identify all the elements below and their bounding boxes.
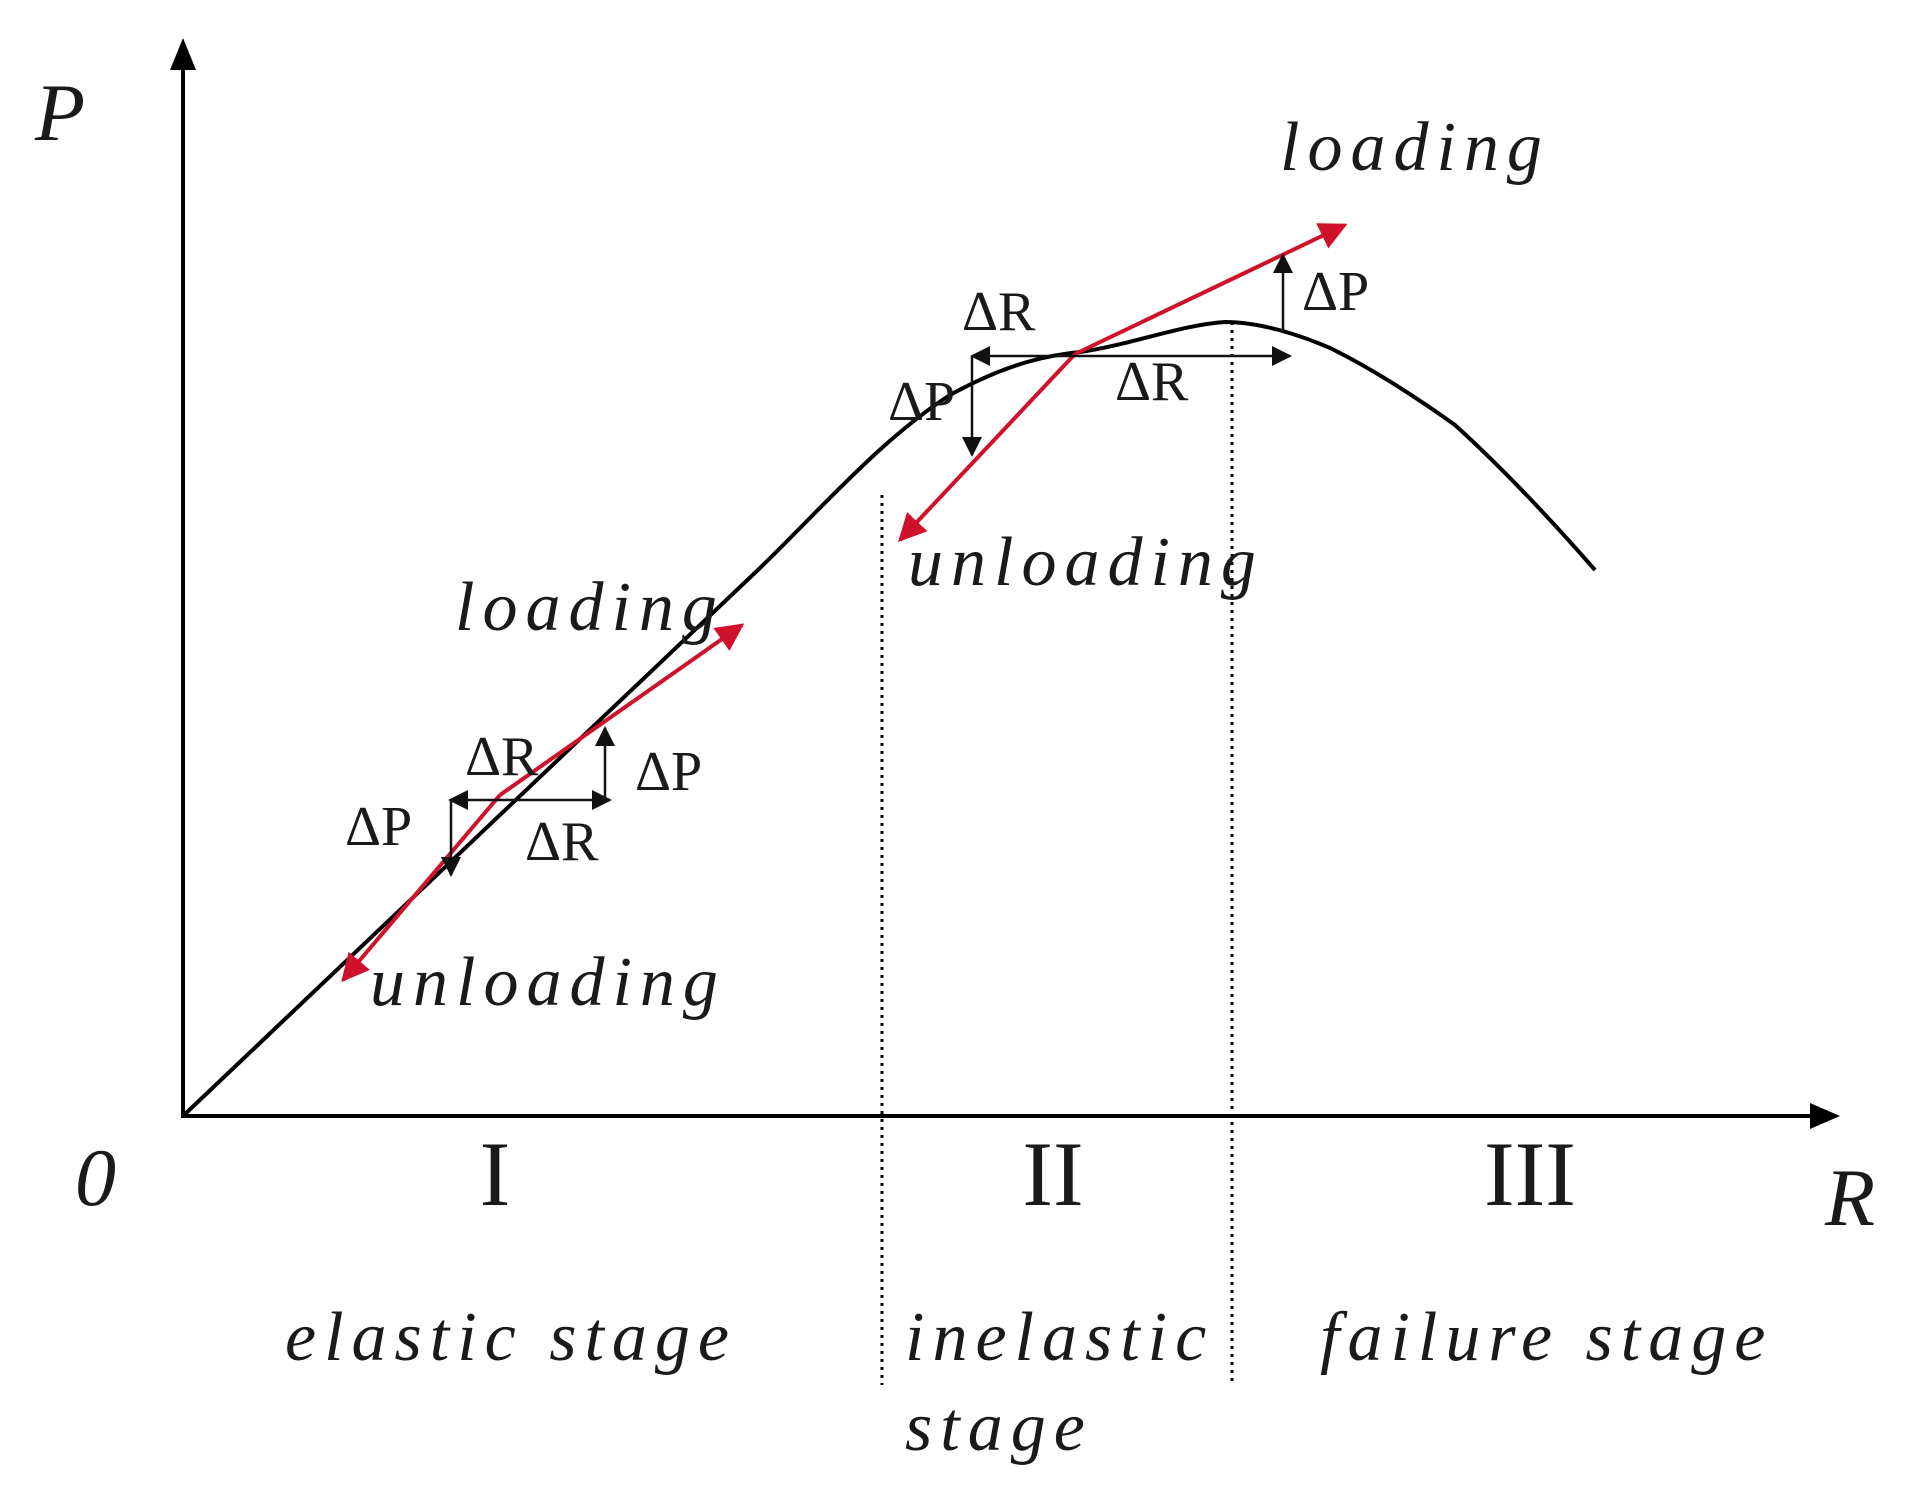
inelastic-unloading-label: unloading (908, 524, 1264, 601)
elastic-loading-arrow (498, 623, 745, 797)
load-displacement-curve (181, 320, 1597, 1118)
elastic-delta-p-upper-label: ΔP (635, 741, 702, 803)
inelastic-loading-arrow (1074, 223, 1348, 356)
elastic-delta-r-lower-label: ΔR (525, 811, 599, 873)
inelastic-loading-label: loading (1280, 109, 1550, 186)
inelastic-unloading-arrow (898, 352, 1077, 543)
stage-2-name-line2: stage (905, 1389, 1093, 1466)
elastic-delta-p-lower-label: ΔP (345, 796, 412, 858)
elastic-loading-label: loading (455, 569, 725, 646)
inelastic-delta-p-right-label: ΔP (1302, 261, 1369, 323)
y-axis-label: P (34, 67, 85, 158)
x-axis-label: R (1824, 1152, 1875, 1243)
elastic-unloading-arrow (341, 793, 502, 983)
elastic-delta-r-upper-label: ΔR (465, 726, 539, 788)
stage-3-numeral: III (1484, 1123, 1576, 1225)
stage-2-numeral: II (1022, 1123, 1083, 1225)
y-axis-arrowhead (170, 38, 196, 70)
stage-1-name: elastic stage (285, 1299, 737, 1376)
x-axis-arrowhead (1810, 1103, 1840, 1129)
stage-3-name: failure stage (1320, 1299, 1773, 1376)
inelastic-delta-r-right-label: ΔR (1115, 351, 1189, 413)
elastic-unloading-label: unloading (370, 944, 726, 1021)
inelastic-delta-r-left-label: ΔR (962, 281, 1036, 343)
stage-2-name-line1: inelastic (905, 1299, 1214, 1376)
inelastic-delta-p-left-label: ΔP (888, 371, 955, 433)
stage-1-numeral: I (480, 1123, 511, 1225)
origin-label: 0 (75, 1132, 116, 1223)
